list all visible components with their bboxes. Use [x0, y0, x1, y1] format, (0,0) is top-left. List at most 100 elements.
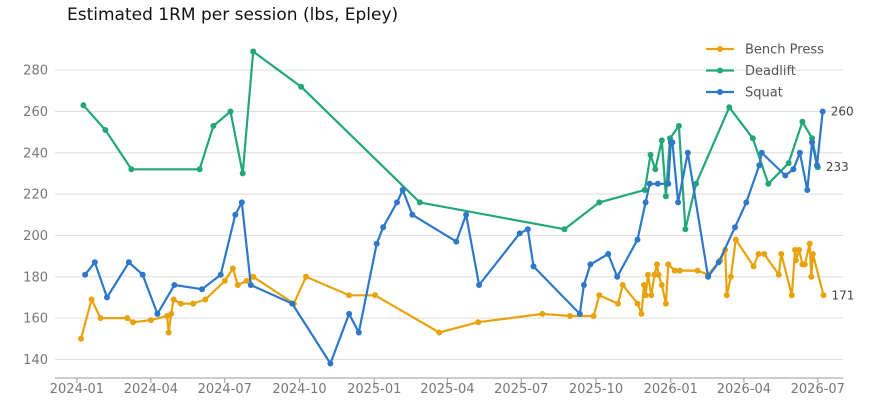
legend-marker-bench-press	[717, 46, 723, 52]
squat-point	[232, 211, 239, 218]
deadlift-end-label: 233	[826, 160, 849, 174]
deadlift-point	[785, 160, 792, 167]
bench-press-point	[727, 273, 734, 280]
squat-point	[796, 149, 803, 156]
deadlift-point	[641, 187, 648, 193]
x-tick-label: 2025-10	[569, 382, 623, 397]
y-tick-label: 260	[23, 105, 48, 120]
bench-press-point	[97, 315, 104, 322]
squat-point	[804, 187, 811, 193]
squat-point	[743, 199, 750, 206]
bench-press-point	[436, 329, 443, 336]
squat-point	[614, 273, 621, 280]
deadlift-point	[658, 137, 665, 144]
legend-marker-deadlift	[717, 67, 723, 74]
bench-press-point	[694, 267, 701, 274]
x-tick-label: 2024-04	[124, 382, 178, 397]
bench-press-point	[671, 267, 678, 274]
deadlift-point	[809, 135, 816, 142]
bench-press-point	[634, 300, 641, 307]
squat-point	[463, 211, 470, 218]
y-tick-label: 180	[23, 270, 48, 285]
squat-point	[530, 263, 537, 270]
bench-press-point	[190, 300, 197, 307]
bench-press-point	[732, 236, 739, 243]
deadlift-point	[250, 48, 257, 55]
bench-press-point	[796, 246, 803, 253]
x-tick-label: 2026-04	[717, 382, 771, 397]
bench-press-point	[654, 261, 660, 268]
y-tick-label: 280	[23, 64, 48, 79]
bench-press-point	[723, 292, 730, 299]
bench-press-point	[820, 292, 827, 299]
bench-press-point	[88, 296, 95, 303]
bench-press-point	[303, 273, 309, 280]
deadlift-point	[799, 118, 806, 125]
squat-point	[669, 139, 676, 146]
squat-point	[809, 139, 816, 146]
bench-press-point	[755, 251, 762, 257]
bench-press-point	[651, 271, 658, 278]
squat-point	[642, 199, 649, 206]
squat-point	[139, 271, 146, 278]
legend-label-squat: Squat	[745, 86, 783, 101]
bench-press-point	[792, 257, 799, 264]
bench-press-point	[778, 251, 785, 257]
bench-press-point	[801, 261, 808, 268]
squat-point	[576, 310, 583, 317]
bench-press-point	[619, 282, 626, 288]
squat-point	[587, 261, 594, 268]
bench-press-point	[750, 263, 757, 270]
squat-point	[516, 230, 523, 237]
bench-press-point	[662, 300, 669, 307]
deadlift-point	[128, 166, 135, 173]
squat-point	[171, 282, 178, 288]
bench-press-point	[234, 282, 241, 288]
bench-press-point	[655, 271, 662, 278]
squat-point	[409, 211, 416, 218]
deadlift-point	[749, 135, 756, 142]
squat-point	[790, 166, 797, 173]
squat-point	[814, 162, 820, 169]
x-tick-label: 2024-10	[272, 382, 326, 397]
bench-press-point	[615, 300, 621, 307]
bench-press-point	[124, 315, 131, 322]
deadlift-point	[80, 102, 87, 109]
squat-point	[91, 259, 98, 266]
squat-point	[346, 310, 353, 317]
deadlift-point	[227, 108, 234, 115]
x-tick-label: 2026-07	[791, 382, 845, 397]
deadlift-point	[561, 226, 568, 233]
squat-point	[355, 329, 362, 336]
deadlift-point	[210, 122, 217, 129]
squat-point	[104, 294, 110, 301]
bench-press-point	[806, 240, 813, 247]
bench-press-point	[147, 317, 154, 324]
deadlift-point	[693, 180, 699, 187]
x-tick-label: 2025-07	[494, 382, 548, 397]
y-tick-label: 240	[23, 146, 48, 161]
x-tick-label: 2025-01	[347, 382, 401, 397]
bench-press-point	[665, 261, 672, 268]
deadlift-point	[652, 166, 659, 173]
bench-press-point	[658, 282, 665, 288]
bench-press-point	[567, 313, 573, 319]
squat-point	[453, 238, 460, 245]
squat-point	[238, 199, 245, 206]
bench-press-point	[641, 282, 647, 288]
x-tick-label: 2024-01	[50, 382, 104, 397]
bench-press-point	[229, 265, 236, 272]
bench-press-point	[539, 310, 546, 317]
bench-press-point	[761, 251, 768, 257]
chart-title: Estimated 1RM per session (lbs, Epley)	[67, 5, 399, 25]
squat-point	[705, 273, 712, 280]
bench-press-point	[676, 267, 683, 274]
y-tick-label: 160	[23, 312, 48, 327]
squat-point	[732, 224, 738, 231]
bench-press-point	[775, 271, 782, 278]
squat-point	[634, 236, 641, 243]
x-tick-label: 2026-01	[644, 382, 698, 397]
bench-press-point	[168, 310, 175, 317]
squat-point	[399, 187, 406, 193]
